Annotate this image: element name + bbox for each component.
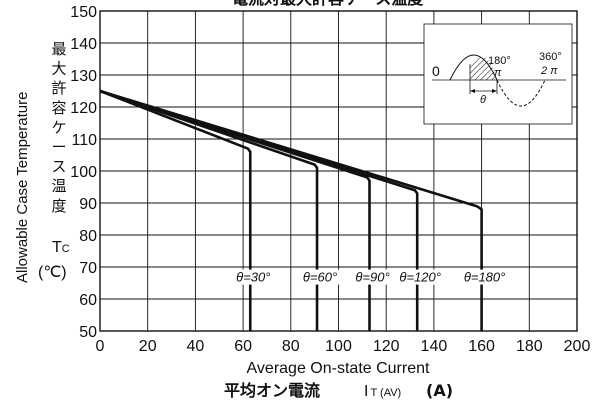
x-tick-labels: 0 20 40 60 80 100 120 140 160 180 200 <box>96 338 591 355</box>
y-tick-label: 50 <box>79 324 97 341</box>
plot-frame <box>99 10 578 332</box>
x-tick-label: 60 <box>234 338 252 355</box>
inset-sine-negative <box>496 79 546 107</box>
waveform-inset: 0 180° π 360° 2 π θ <box>423 23 573 125</box>
series-label-bg <box>234 269 273 285</box>
series-label: θ=120° <box>399 270 441 285</box>
y-axis-label-jp-char: 最 <box>51 40 66 58</box>
y-axis-label-jp-char: 度 <box>51 197 66 215</box>
series-label: θ=90° <box>355 270 389 285</box>
y-axis-label-jp-char: ス <box>51 158 66 176</box>
y-tick-label: 60 <box>79 292 97 309</box>
series-line <box>99 89 419 331</box>
x-tick-label: 180 <box>516 338 543 355</box>
x-axis-unit: (A) <box>426 381 453 400</box>
inset-label-360: 360° <box>539 51 562 63</box>
y-axis-unit: (℃) <box>38 264 67 281</box>
y-tick-label: 100 <box>70 164 97 181</box>
y-axis-label-jp-char: 温 <box>51 177 66 195</box>
x-tick-label: 200 <box>564 338 591 355</box>
x-tick-label: 160 <box>468 338 495 355</box>
y-tick-label: 70 <box>79 260 97 277</box>
series-line <box>99 89 371 331</box>
inset-label-2pi: 2 π <box>540 65 558 77</box>
y-axis-label-jp-char: 許 <box>51 79 66 97</box>
chart-title: 電流対最大許容ケース温度 <box>232 0 424 8</box>
x-axis-label: Average On-state Current <box>247 360 430 377</box>
series-line <box>99 89 252 331</box>
y-tick-label: 110 <box>71 132 97 149</box>
series-label: θ=180° <box>464 270 506 285</box>
inset-arrow-right <box>492 89 497 93</box>
x-axis-label-jp: 平均オン電流 <box>224 381 320 400</box>
inset-arrow-left <box>470 89 475 93</box>
y-axis-label-jp-char: 容 <box>51 99 66 117</box>
y-tick-label: 90 <box>79 196 97 213</box>
y-axis-label: Allowable Case Temperature <box>14 92 31 284</box>
series-label-bg <box>461 269 508 285</box>
series-label: θ=60° <box>303 270 337 285</box>
y-tick-label: 130 <box>70 68 97 85</box>
series-labels: θ=30° θ=60° θ=90° θ=120° θ=180° <box>234 269 508 285</box>
x-tick-label: 40 <box>187 338 205 355</box>
y-tick-label: 150 <box>70 4 97 21</box>
y-tick-label: 80 <box>79 228 97 245</box>
x-tick-label: 20 <box>139 338 157 355</box>
x-tick-label: 120 <box>373 338 400 355</box>
inset-box <box>423 23 573 125</box>
x-tick-label: 140 <box>421 338 448 355</box>
series-label: θ=30° <box>236 270 270 285</box>
inset-label-zero: 0 <box>432 63 440 79</box>
y-axis-label-jp-char: ー <box>51 138 66 156</box>
y-axis-label-jp-char: 大 <box>51 60 66 78</box>
inset-sine-positive <box>449 54 498 81</box>
inset-label-theta: θ <box>480 94 486 106</box>
y-axis-label-jp-char: ケ <box>51 118 66 136</box>
series-label-bg <box>353 269 392 285</box>
inset-label-pi: π <box>494 67 502 79</box>
x-tick-label: 100 <box>325 338 352 355</box>
y-axis-symbol: TC <box>52 239 70 256</box>
y-tick-label: 120 <box>70 100 97 117</box>
y-tick-labels: 50 60 70 80 90 100 110 120 130 140 150 <box>70 4 97 341</box>
series-line <box>99 89 319 331</box>
x-tick-label: 80 <box>282 338 300 355</box>
x-tick-label: 0 <box>96 338 105 355</box>
inset-conduction-area <box>470 56 497 80</box>
series-label-bg <box>397 269 443 285</box>
inset-label-180: 180° <box>488 55 511 67</box>
y-tick-label: 140 <box>70 36 97 53</box>
series-label-bg <box>300 269 340 285</box>
